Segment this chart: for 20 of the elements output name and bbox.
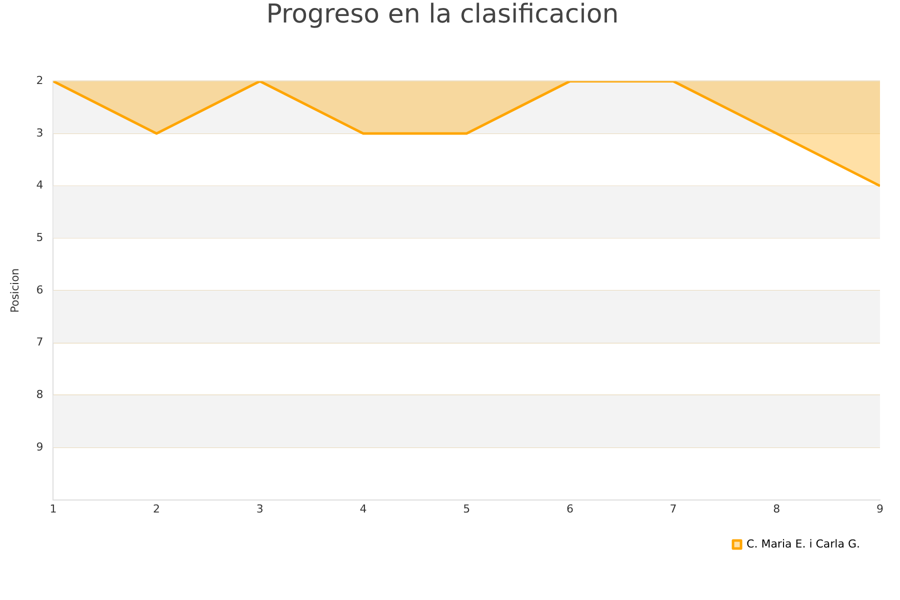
x-tick-label: 3 — [256, 502, 264, 516]
x-tick-label: 2 — [153, 502, 160, 516]
y-tick-label: 6 — [36, 283, 44, 296]
x-tick-label: 1 — [50, 502, 57, 516]
y-tick-label: 4 — [36, 178, 44, 192]
y-tick-label: 2 — [36, 74, 44, 88]
y-tick-label: 9 — [36, 440, 44, 454]
y-tick-label: 3 — [36, 126, 44, 140]
y-tick-label: 8 — [36, 388, 44, 402]
y-tick-label: 5 — [36, 231, 44, 244]
x-tick-label: 8 — [773, 502, 780, 516]
x-tick-label: 9 — [876, 502, 884, 516]
x-tick-label: 4 — [360, 502, 367, 516]
y-tick-label: 7 — [36, 336, 44, 349]
x-tick-label: 7 — [670, 502, 677, 516]
x-tick-label: 5 — [463, 502, 470, 516]
x-tick-label: 6 — [566, 502, 574, 516]
y-axis-title: Posicion — [8, 268, 22, 313]
legend-label: C. Maria E. i Carla G. — [746, 537, 860, 550]
chart-title: Progreso en la clasificacion — [266, 0, 619, 30]
